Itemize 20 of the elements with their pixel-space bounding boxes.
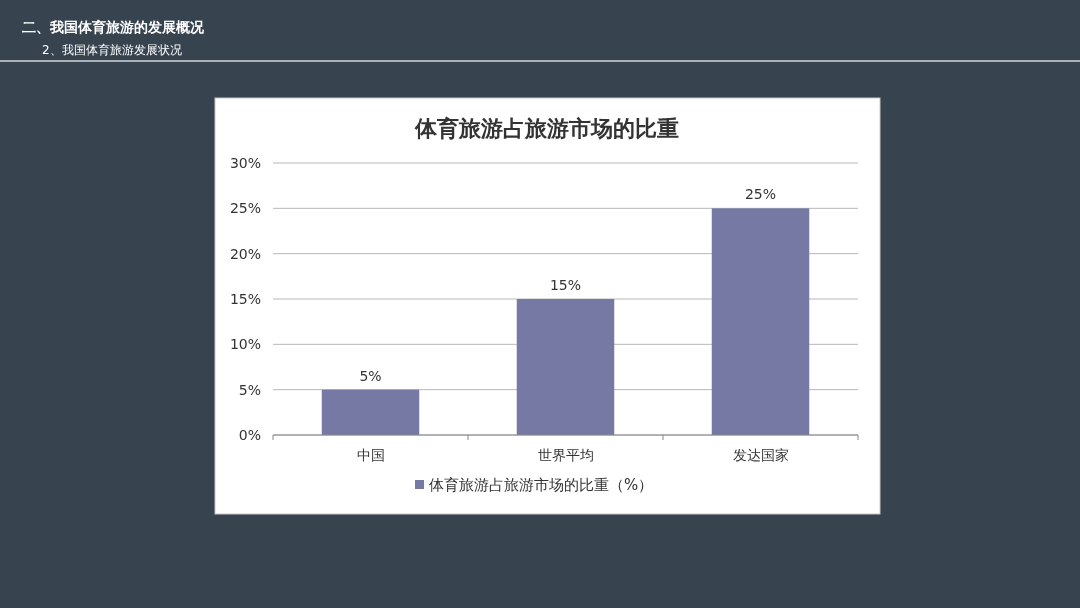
text: 2、我国体育旅游发展状况: [42, 43, 182, 57]
data-label: 5%: [359, 367, 382, 384]
x-tick-label: 发达国家: [732, 447, 789, 463]
data-label: 25%: [744, 186, 777, 203]
data-label: 15%: [549, 277, 582, 293]
y-tick-label: 15%: [229, 291, 261, 307]
y-tick-label: 5%: [238, 381, 261, 398]
x-tick-label: 世界平均: [537, 447, 594, 463]
y-tick-label: 0%: [238, 427, 261, 443]
chart-title: 体育旅游占旅游市场的比重: [414, 116, 679, 141]
text: 二、我国体育旅游的发展概况: [22, 19, 205, 35]
bar: [321, 389, 420, 435]
legend-label: 体育旅游占旅游市场的比重（%）: [429, 476, 654, 494]
bar: [711, 208, 810, 435]
x-tick-label: 中国: [356, 447, 385, 463]
y-tick-label: 30%: [229, 155, 261, 171]
y-tick-label: 25%: [229, 200, 261, 217]
bar: [516, 299, 615, 435]
y-tick-label: 10%: [229, 336, 261, 353]
y-tick-label: 20%: [229, 245, 261, 262]
